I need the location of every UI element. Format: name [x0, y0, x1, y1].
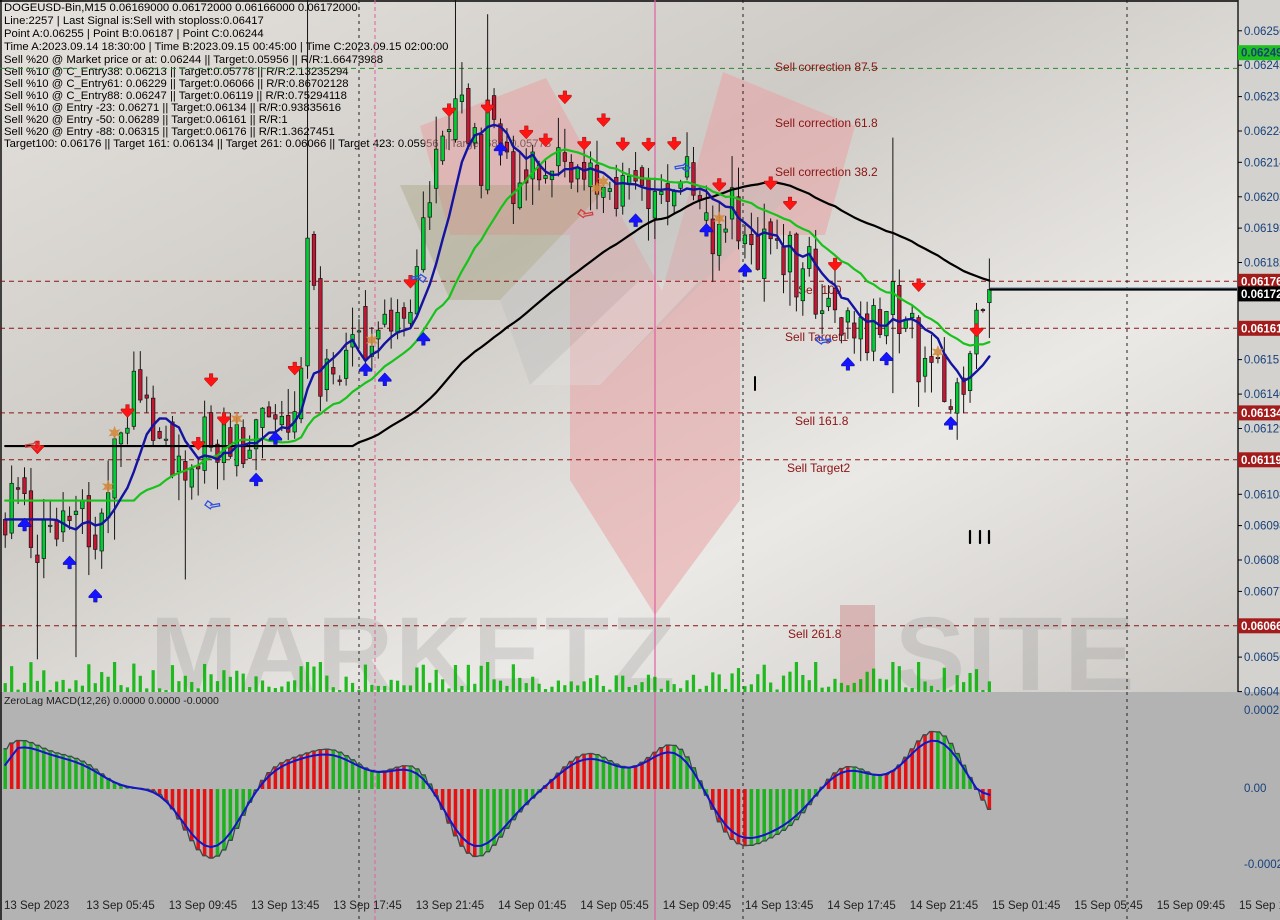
svg-text:Sell %10 @ Entry -23: 0.06271: Sell %10 @ Entry -23: 0.06271 || Target:… — [4, 102, 341, 114]
svg-text:Sell %10 @ C_Entry88: 0.06247: Sell %10 @ C_Entry88: 0.06247 || Target:… — [4, 90, 347, 102]
svg-text:Sell correction 87.5: Sell correction 87.5 — [775, 60, 878, 74]
svg-text:15 Sep 09:45: 15 Sep 09:45 — [1157, 900, 1225, 912]
svg-text:14 Sep 05:45: 14 Sep 05:45 — [580, 900, 648, 912]
svg-text:0.060770: 0.060770 — [1244, 586, 1280, 598]
svg-text:0.062240: 0.062240 — [1244, 126, 1280, 138]
svg-text:0.060560: 0.060560 — [1244, 652, 1280, 664]
svg-text:0.062490: 0.062490 — [1241, 48, 1280, 60]
svg-text:15 Sep 13:45: 15 Sep 13:45 — [1239, 900, 1280, 912]
svg-text:0.060980: 0.060980 — [1244, 521, 1280, 533]
svg-text:14 Sep 21:45: 14 Sep 21:45 — [910, 900, 978, 912]
svg-text:0.061820: 0.061820 — [1244, 258, 1280, 270]
svg-text:Sell %10 @ C_Entry38: 0.06213: Sell %10 @ C_Entry38: 0.06213 || Target:… — [4, 66, 349, 78]
svg-text:13 Sep 21:45: 13 Sep 21:45 — [416, 900, 484, 912]
svg-text:Sell %10 @ C_Entry61: 0.06229: Sell %10 @ C_Entry61: 0.06229 || Target:… — [4, 78, 349, 90]
svg-text:0.061720: 0.061720 — [1241, 289, 1280, 301]
svg-text:Sell 261.8: Sell 261.8 — [788, 627, 842, 641]
svg-text:0.061080: 0.061080 — [1244, 489, 1280, 501]
svg-text:0.061930: 0.061930 — [1244, 223, 1280, 235]
svg-text:Sell 161.8: Sell 161.8 — [795, 414, 849, 428]
svg-text:13 Sep 17:45: 13 Sep 17:45 — [333, 900, 401, 912]
svg-text:Point A:0.06255 | Point B:0.06: Point A:0.06255 | Point B:0.06187 | Poin… — [4, 28, 264, 40]
svg-text:DOGEUSD-Bin,M15 0.06169000 0.: DOGEUSD-Bin,M15 0.06169000 0.06172000 0.… — [4, 2, 358, 14]
svg-text:0.062140: 0.062140 — [1244, 157, 1280, 169]
svg-text:Sell correction 38.2: Sell correction 38.2 — [775, 165, 878, 179]
svg-text:Sell %20 @ Entry -88: 0.06315: Sell %20 @ Entry -88: 0.06315 || Target:… — [4, 126, 335, 138]
svg-text:0.062030: 0.062030 — [1244, 192, 1280, 204]
svg-text:14 Sep 01:45: 14 Sep 01:45 — [498, 900, 566, 912]
svg-text:Sell Target1: Sell Target1 — [785, 330, 848, 344]
svg-text:0.061290: 0.061290 — [1244, 424, 1280, 436]
svg-text:14 Sep 09:45: 14 Sep 09:45 — [663, 900, 731, 912]
svg-text:MARKETZ: MARKETZ — [150, 596, 677, 713]
svg-text:15 Sep 05:45: 15 Sep 05:45 — [1074, 900, 1142, 912]
svg-text:ZeroLag MACD(12,26) 0.0000 0.0: ZeroLag MACD(12,26) 0.0000 0.0000 -0.000… — [4, 695, 219, 707]
svg-text:Line:2257 | Last Signal is:Sel: Line:2257 | Last Signal is:Sell with sto… — [4, 15, 264, 27]
svg-text:Sell Target2: Sell Target2 — [787, 461, 850, 475]
svg-text:Sell correction 61.8: Sell correction 61.8 — [775, 116, 878, 130]
svg-text:0.061400: 0.061400 — [1244, 389, 1280, 401]
svg-text:15 Sep 01:45: 15 Sep 01:45 — [992, 900, 1060, 912]
svg-text:0.00: 0.00 — [1244, 783, 1266, 795]
svg-text:14 Sep 17:45: 14 Sep 17:45 — [827, 900, 895, 912]
svg-text:Sell %20 @ Market price or at:: Sell %20 @ Market price or at: 0.06244 |… — [4, 54, 383, 66]
svg-text:-0.0002: -0.0002 — [1244, 859, 1280, 871]
svg-text:0.060450: 0.060450 — [1244, 687, 1280, 699]
svg-text:13 Sep 09:45: 13 Sep 09:45 — [169, 900, 237, 912]
svg-text:13 Sep 2023: 13 Sep 2023 — [4, 900, 69, 912]
svg-text:0.0002: 0.0002 — [1244, 705, 1279, 717]
svg-text:SITE: SITE — [895, 596, 1136, 713]
svg-text:0.062450: 0.062450 — [1244, 60, 1280, 72]
svg-text:0.062350: 0.062350 — [1244, 92, 1280, 104]
svg-text:Sell %20 @ Entry -50: 0.06289: Sell %20 @ Entry -50: 0.06289 || Target:… — [4, 114, 288, 126]
svg-text:13 Sep 13:45: 13 Sep 13:45 — [251, 900, 319, 912]
svg-text:0.061510: 0.061510 — [1244, 355, 1280, 367]
svg-text:0.062560: 0.062560 — [1244, 26, 1280, 38]
svg-text:14 Sep 13:45: 14 Sep 13:45 — [745, 900, 813, 912]
svg-text:13 Sep 05:45: 13 Sep 05:45 — [86, 900, 154, 912]
svg-text:0.060870: 0.060870 — [1244, 555, 1280, 567]
svg-text:Time A:2023.09.14 18:30:00 | T: Time A:2023.09.14 18:30:00 | Time B:2023… — [4, 41, 448, 53]
